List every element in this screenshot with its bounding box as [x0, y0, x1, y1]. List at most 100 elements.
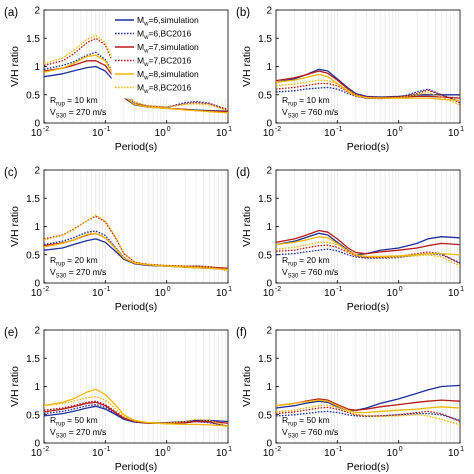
x-tick-label: 101: [216, 446, 232, 459]
x-tick-label: 10-2: [263, 446, 281, 459]
x-tick-label: 101: [448, 126, 464, 139]
panel-label: (e): [4, 327, 18, 339]
x-axis-label: Period(s): [115, 301, 158, 313]
y-tick-label: 1.5: [258, 34, 272, 45]
legend-entry-label: Mw=8,BC2016: [137, 83, 191, 96]
annotation-rupture-distance: Rrup = 20 km: [282, 255, 330, 268]
y-axis-label: V/H ratio: [9, 206, 21, 247]
x-tick-label: 10-1: [92, 126, 110, 139]
series-group: [276, 229, 460, 267]
x-tick-label: 10-1: [324, 126, 342, 139]
series-line-5: [276, 236, 460, 258]
y-tick-label: 1: [266, 382, 272, 393]
annotation-rupture-distance: Rrup = 20 km: [50, 255, 98, 268]
x-axis-label: Period(s): [115, 141, 158, 153]
x-tick-label: 100: [155, 286, 171, 299]
x-tick-label: 10-1: [324, 446, 342, 459]
legend-entry-label: Mw=6,simulation: [137, 15, 199, 28]
x-axis-label: Period(s): [347, 141, 390, 153]
series-line-2: [276, 410, 460, 422]
y-tick-label: 1: [34, 382, 40, 393]
x-tick-label: 10-1: [92, 446, 110, 459]
x-tick-label: 100: [387, 446, 403, 459]
x-tick-label: 10-2: [31, 126, 49, 139]
y-tick-label: 1.5: [26, 34, 40, 45]
y-tick-label: 0.5: [26, 90, 40, 101]
y-tick-label: 0.5: [258, 410, 272, 421]
annotation-rupture-distance: Rrup = 50 km: [282, 415, 330, 428]
x-tick-label: 100: [155, 446, 171, 459]
series-line-4: [276, 82, 460, 104]
panel-label: (c): [4, 167, 18, 179]
x-axis-label: Period(s): [115, 461, 158, 473]
x-tick-label: 101: [448, 286, 464, 299]
annotation-vs30: VS30 = 270 m/s: [50, 267, 106, 280]
x-tick-label: 10-2: [31, 446, 49, 459]
x-tick-label: 10-1: [92, 286, 110, 299]
y-tick-label: 1: [34, 222, 40, 233]
series-group: [276, 384, 460, 426]
x-tick-label: 101: [216, 126, 232, 139]
panel-e: 0 0.5 1 1.5 2 10-2 10-1 100 101 Period(s) V/H rati…: [4, 326, 232, 474]
y-tick-label: 1.5: [258, 194, 272, 205]
x-tick-label: 100: [387, 286, 403, 299]
legend-entry-label: Mw=7,simulation: [137, 42, 199, 55]
panel-d: 0 0.5 1 1.5 2 10-2 10-1 100 101 Period(s) V/H rati…: [236, 166, 464, 314]
series-line-5: [44, 232, 228, 271]
panel-b: 0 0.5 1 1.5 2 10-2 10-1 100 101 Period(s) V/H rati…: [236, 6, 464, 154]
series-group: [44, 388, 228, 427]
series-line-6: [276, 404, 460, 426]
annotation-rupture-distance: Rrup = 50 km: [50, 415, 98, 428]
y-axis-label: V/H ratio: [241, 46, 253, 87]
annotation-vs30: VS30 = 760 m/s: [282, 427, 338, 440]
y-axis-label: V/H ratio: [9, 46, 21, 87]
y-tick-label: 1: [266, 222, 272, 233]
series-line-6: [276, 241, 460, 267]
x-tick-label: 100: [387, 126, 403, 139]
y-tick-label: 1.5: [26, 354, 40, 365]
series-line-5: [276, 399, 460, 414]
x-tick-label: 101: [448, 446, 464, 459]
series-line-5: [44, 388, 228, 427]
x-tick-label: 10-1: [324, 286, 342, 299]
series-line-4: [44, 400, 228, 427]
y-tick-label: 2: [34, 326, 40, 337]
series-line-4: [276, 244, 460, 265]
y-tick-label: 0.5: [26, 250, 40, 261]
y-axis-label: V/H ratio: [241, 366, 253, 407]
series-line-3: [276, 229, 460, 255]
legend: Mw=6,simulationMw=6,BC2016Mw=7,simulatio…: [111, 11, 228, 99]
annotation-vs30: VS30 = 270 m/s: [50, 107, 106, 120]
annotation-rupture-distance: Rrup = 10 km: [282, 95, 330, 108]
x-tick-label: 100: [155, 126, 171, 139]
y-tick-label: 0.5: [258, 250, 272, 261]
series-line-6: [276, 79, 460, 106]
y-tick-label: 1.5: [258, 354, 272, 365]
series-group: [276, 68, 460, 106]
y-tick-label: 0: [34, 119, 40, 130]
y-tick-label: 2: [266, 326, 272, 337]
x-tick-label: 101: [216, 286, 232, 299]
series-group: [44, 214, 228, 272]
series-line-5: [276, 73, 460, 102]
y-tick-label: 0: [266, 279, 272, 290]
y-tick-label: 0: [34, 439, 40, 450]
legend-entry-label: Mw=6,BC2016: [137, 29, 191, 42]
y-tick-label: 0.5: [258, 90, 272, 101]
y-tick-label: 0: [34, 279, 40, 290]
x-tick-label: 10-2: [31, 286, 49, 299]
y-tick-label: 2: [34, 166, 40, 177]
series-line-1: [276, 384, 460, 411]
y-tick-label: 2: [34, 6, 40, 17]
legend-entry-label: Mw=7,BC2016: [137, 56, 191, 69]
annotation-vs30: VS30 = 270 m/s: [50, 427, 106, 440]
y-tick-label: 1: [266, 62, 272, 73]
series-line-3: [276, 398, 460, 411]
series-line-6: [44, 214, 228, 272]
annotation-rupture-distance: Rrup = 10 km: [50, 95, 98, 108]
x-axis-label: Period(s): [347, 301, 390, 313]
legend-box: [111, 11, 228, 99]
panel-label: (b): [236, 7, 250, 19]
panel-label: (d): [236, 167, 250, 179]
